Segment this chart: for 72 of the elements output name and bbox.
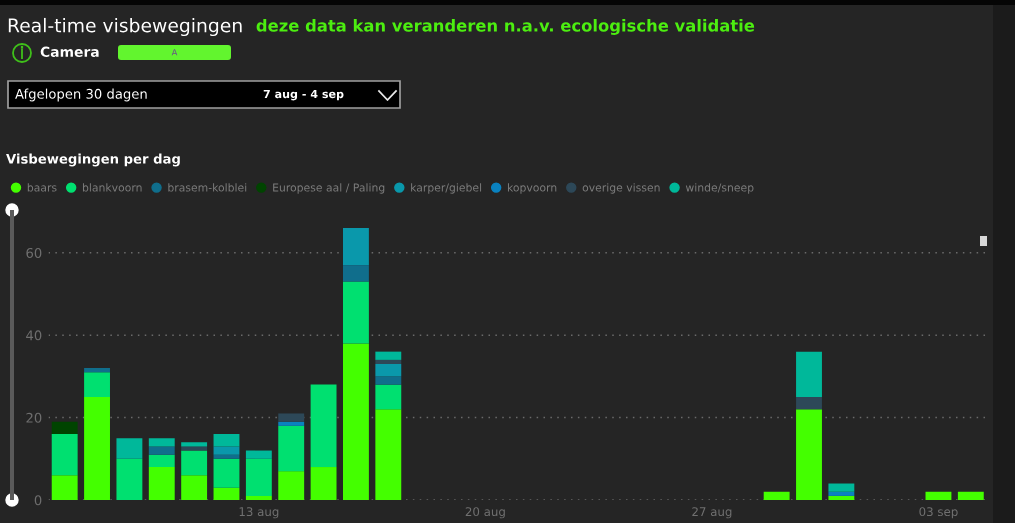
bar <box>375 409 402 500</box>
text: 7 aug - 4 sep <box>263 89 344 101</box>
bar <box>278 413 305 422</box>
bar <box>375 351 402 360</box>
bar <box>796 409 822 500</box>
text: Visbewegingen per dag <box>6 153 180 167</box>
bar <box>148 454 175 468</box>
x-tick-label: 27 aug <box>692 507 732 519</box>
legend-label: brasem-kolblei <box>168 183 247 192</box>
y-tick-label: 20 <box>26 412 42 423</box>
bar <box>116 438 143 459</box>
bar <box>763 491 790 500</box>
bar <box>375 376 402 385</box>
y-tick-label: 0 <box>34 495 42 506</box>
bar <box>796 351 822 397</box>
x-tick-label: 20 aug <box>465 507 505 519</box>
bar <box>828 483 855 492</box>
bar <box>84 368 110 373</box>
bar <box>213 434 240 447</box>
legend-label: baars <box>27 183 57 192</box>
legend-label: overige vissen <box>582 183 660 194</box>
text: A <box>171 49 178 56</box>
bar <box>342 343 369 500</box>
bar <box>278 425 305 472</box>
bar <box>828 495 855 500</box>
bar <box>796 396 822 410</box>
text: Afgelopen 30 dagen <box>15 88 147 102</box>
bar <box>51 475 78 500</box>
x-tick-label: 03 sep <box>919 507 958 519</box>
bar <box>116 458 143 500</box>
legend-label: blankvoorn <box>82 183 142 192</box>
bar <box>245 458 272 496</box>
legend-label: kopvoorn <box>507 183 557 194</box>
chart-subtitle: deze data kan veranderen n.a.v. ecologische validatie <box>256 19 755 35</box>
text: Camera <box>40 46 99 58</box>
bar <box>375 359 402 364</box>
bar <box>148 446 175 455</box>
bar <box>213 458 240 488</box>
legend-label: karper/giebel <box>411 183 482 194</box>
y-tick-label: 40 <box>26 330 42 341</box>
bar <box>278 421 305 426</box>
legend-label: winde/sneep <box>685 183 754 194</box>
bar <box>957 491 984 500</box>
bar <box>181 442 208 447</box>
bar <box>310 384 337 468</box>
bar <box>245 450 272 459</box>
bar <box>148 467 175 500</box>
bar <box>213 487 240 500</box>
bar <box>148 438 175 447</box>
bar <box>181 446 208 451</box>
bar <box>375 364 402 377</box>
bar <box>375 384 402 410</box>
chart-title: Real-time visbewegingen <box>8 17 242 37</box>
bar <box>84 372 110 397</box>
bar <box>342 265 369 282</box>
bar <box>342 281 369 344</box>
bar <box>245 495 272 500</box>
bar <box>278 471 305 500</box>
bar <box>213 446 240 455</box>
bar <box>828 491 855 496</box>
bar <box>51 434 78 476</box>
bar <box>342 228 369 266</box>
bar <box>310 467 337 500</box>
y-tick-label: 60 <box>26 247 42 258</box>
bar <box>925 491 952 500</box>
bar <box>181 475 208 500</box>
x-tick-label: 13 aug <box>239 507 279 519</box>
bar <box>51 421 78 435</box>
bar <box>181 450 208 476</box>
bar <box>213 454 240 459</box>
legend-label: Europese aal / Paling <box>273 183 385 194</box>
bar <box>84 396 110 500</box>
